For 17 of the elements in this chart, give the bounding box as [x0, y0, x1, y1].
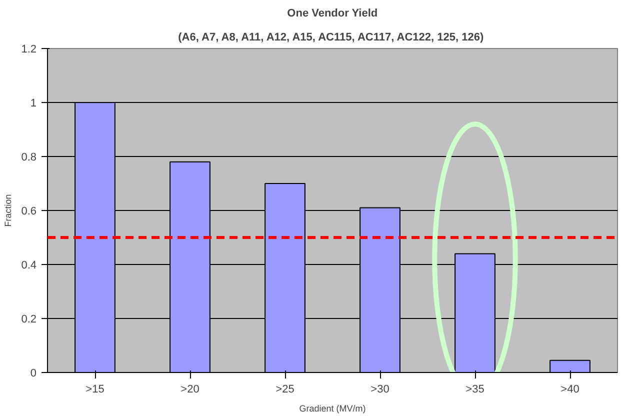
y-tick-label: 0 [30, 368, 37, 380]
x-tick-label: >20 [180, 384, 200, 396]
y-tick-label: 1 [30, 98, 37, 110]
y-tick-label: 0.8 [21, 152, 37, 164]
y-tick-label: 1.2 [21, 44, 37, 56]
y-axis-title: Fraction [3, 194, 14, 227]
x-tick-label: >40 [560, 384, 580, 396]
y-tick-label: 0.2 [21, 314, 37, 326]
y-tick-label: 0.6 [21, 206, 37, 218]
x-tick-label: >25 [276, 384, 294, 396]
y-tick-label: 0.4 [21, 260, 37, 272]
chart-subtitle: (A6, A7, A8, A11, A12, A15, AC115, AC117, AC122, 125, 126) [178, 32, 484, 44]
x-tick-label: >15 [86, 384, 104, 396]
chart-title: One Vendor Yield [287, 8, 378, 20]
x-tick-label: >35 [466, 384, 484, 396]
x-tick-label: >30 [370, 384, 390, 396]
x-axis-title: Gradient (MV/m) [299, 404, 366, 414]
